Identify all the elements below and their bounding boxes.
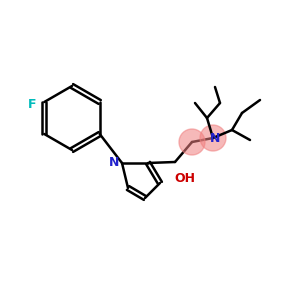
Circle shape: [200, 125, 226, 151]
Text: F: F: [28, 98, 37, 112]
Text: N: N: [109, 155, 119, 169]
Text: OH: OH: [175, 172, 196, 184]
Circle shape: [179, 129, 205, 155]
Text: N: N: [210, 131, 220, 145]
